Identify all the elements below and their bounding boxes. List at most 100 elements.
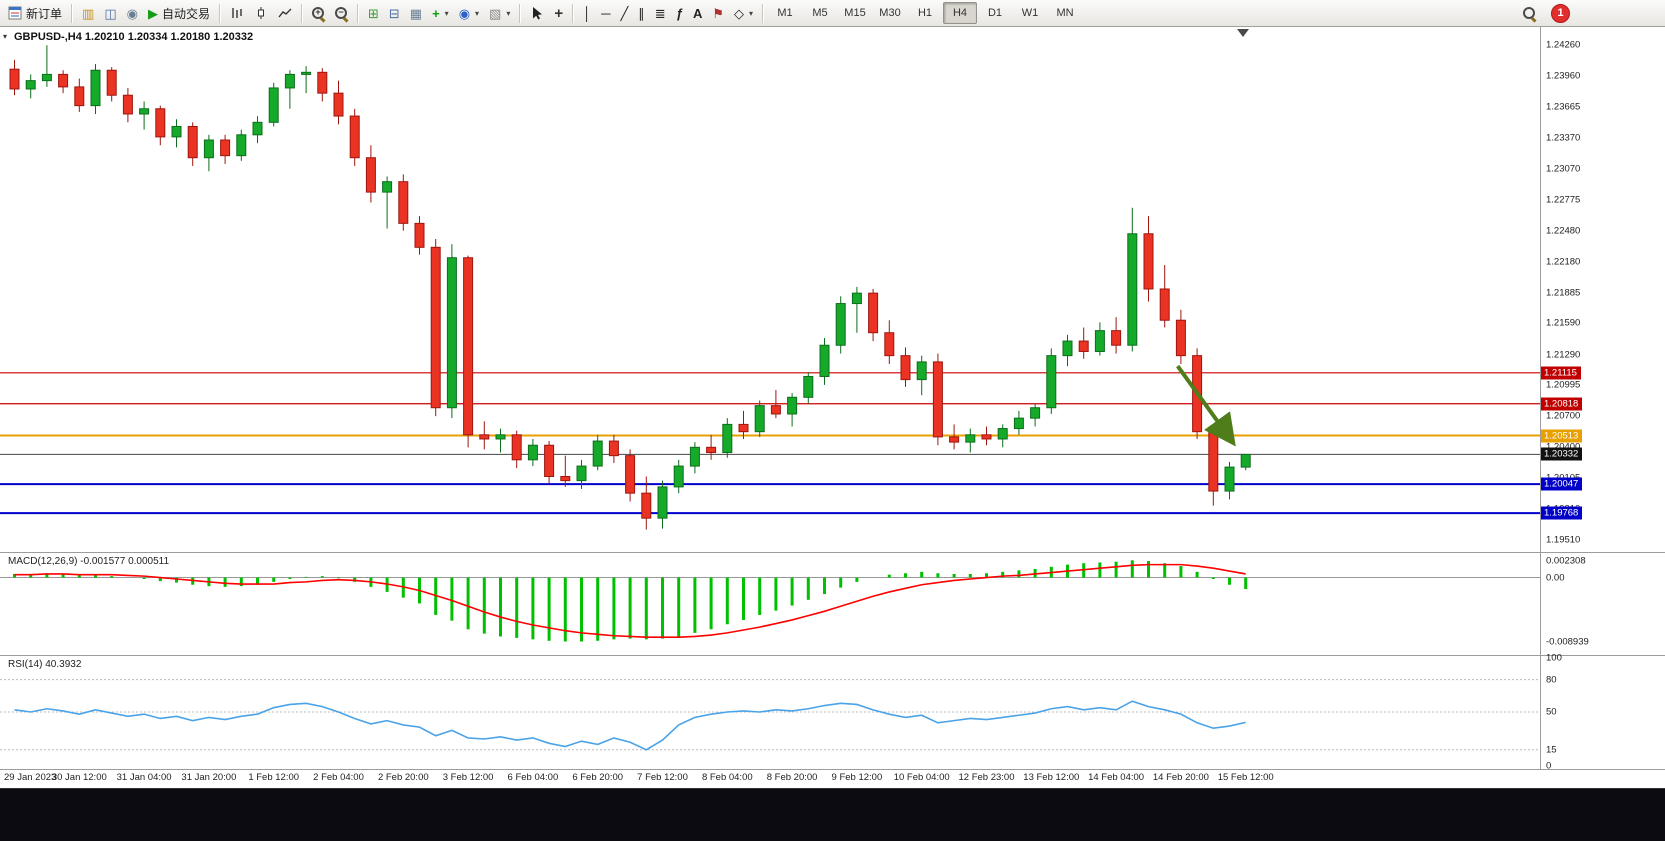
date-axis-label: 6 Feb 20:00: [572, 772, 624, 783]
timeframe-button-M30[interactable]: M30: [879, 7, 901, 19]
label-tool-button[interactable]: ⚑: [707, 1, 729, 25]
fibonacci-tool-button[interactable]: ≣: [650, 1, 671, 25]
templates-icon: ▧: [489, 5, 502, 21]
date-axis-label: 31 Jan 20:00: [181, 772, 237, 783]
vertical-line-tool-button[interactable]: │: [578, 1, 596, 25]
price-axis-label: 1.22480: [1546, 225, 1581, 237]
dropdown-arrow-icon: ▾: [748, 8, 753, 18]
line-chart-mode-button[interactable]: [273, 1, 297, 25]
candle-body: [884, 332, 895, 357]
date-axis-label: 6 Feb 04:00: [507, 772, 559, 783]
timeframe-button-M15[interactable]: M15: [844, 7, 866, 19]
text-tool-button[interactable]: A: [688, 1, 707, 25]
date-axis-label: 8 Feb 20:00: [766, 772, 818, 783]
cascade-windows-icon: ⊟: [388, 5, 400, 21]
timeframe-button-H4[interactable]: H4: [943, 2, 977, 24]
date-axis-label: 14 Feb 20:00: [1152, 772, 1209, 783]
candle-body: [722, 423, 733, 454]
candle-body: [41, 73, 52, 82]
templates-button[interactable]: ▧ ▾: [484, 1, 515, 25]
bottom-dark-strip: [0, 788, 1665, 841]
candle-body: [787, 396, 798, 415]
candle-body: [835, 303, 846, 346]
zoom-out-button[interactable]: −: [330, 1, 353, 25]
price-axis-label: 1.21590: [1546, 317, 1581, 329]
indicators-button[interactable]: ƒ: [671, 1, 688, 25]
market-watch-button[interactable]: ▥: [77, 1, 99, 25]
arrange-windows-icon: ▦: [409, 5, 423, 21]
trend-arrow-annotation[interactable]: [1176, 364, 1236, 447]
rsi-axis-label: 50: [1546, 706, 1557, 718]
candle-body: [1062, 340, 1073, 357]
timeframe-button-D1[interactable]: D1: [987, 7, 1003, 19]
horizontal-line-icon: ─: [601, 5, 611, 21]
candle-body: [90, 69, 101, 107]
candle-body: [74, 86, 85, 107]
date-axis-label: 14 Feb 04:00: [1088, 772, 1145, 783]
candle-body: [673, 465, 684, 488]
new-order-label: 新订单: [26, 6, 63, 21]
navigator-button[interactable]: ◉: [122, 1, 143, 25]
horizontal-line-tool-button[interactable]: ─: [596, 1, 615, 25]
notification-badge[interactable]: 1: [1551, 3, 1570, 23]
date-axis-label: 3 Feb 12:00: [442, 772, 494, 783]
candle-body: [997, 428, 1008, 440]
candle-body: [25, 80, 36, 90]
bar-chart-mode-button[interactable]: [225, 1, 249, 25]
candle-body: [187, 125, 198, 159]
candlestick-mode-button[interactable]: [249, 1, 273, 25]
candle-body: [738, 423, 749, 433]
channel-tool-button[interactable]: ∥: [633, 1, 650, 25]
candle-body: [220, 139, 231, 157]
cascade-windows-button[interactable]: ⊟: [384, 1, 405, 25]
timeframe-button-H1[interactable]: H1: [917, 7, 933, 19]
date-axis-label: 29 Jan 2023: [4, 772, 57, 783]
price-axis-label: 1.22180: [1546, 256, 1581, 268]
trendline-tool-button[interactable]: ╱: [615, 1, 633, 25]
autotrading-play-icon: ▶: [147, 5, 158, 21]
new-chart-button[interactable]: + ▾: [427, 1, 454, 25]
fibonacci-icon: ≣: [654, 5, 666, 21]
candle-body: [1240, 453, 1251, 468]
arrange-windows-button[interactable]: ▦: [405, 1, 427, 25]
date-axis-label: 8 Feb 04:00: [701, 772, 753, 783]
data-window-button[interactable]: ◫: [99, 1, 121, 25]
price-axis-label: 1.20400: [1546, 442, 1580, 453]
candle-body: [706, 446, 717, 454]
cursor-tool-button[interactable]: [525, 1, 549, 25]
search-button[interactable]: [1518, 1, 1541, 25]
timeframe-button-M1[interactable]: M1: [777, 7, 793, 19]
dropdown-arrow-icon: ▾: [475, 8, 480, 18]
price-axis-label: 1.21885: [1546, 287, 1581, 299]
candle-body: [1175, 319, 1186, 357]
chart-shift-marker[interactable]: [1237, 29, 1249, 37]
tile-windows-button[interactable]: ⊞: [363, 1, 384, 25]
timeframe-button-MN[interactable]: MN: [1056, 7, 1074, 19]
candle-body: [560, 475, 571, 482]
timeframe-button-M5[interactable]: M5: [812, 7, 828, 19]
candle-body: [527, 444, 538, 461]
candlestick-series: [9, 45, 1251, 530]
price-axis-label: 1.22775: [1546, 194, 1581, 206]
candle-body: [511, 434, 522, 461]
indicators-fn-icon: ƒ: [675, 5, 683, 21]
crosshair-tool-button[interactable]: +: [549, 1, 568, 25]
candle-body: [139, 108, 150, 115]
candle-body: [544, 444, 555, 477]
toolbar-separator: [71, 3, 74, 23]
candle-body: [851, 292, 862, 305]
macd-axis-label: 0.002308: [1546, 555, 1586, 567]
profiles-button[interactable]: ◉ ▾: [454, 1, 484, 25]
candlestick-icon: [257, 7, 264, 19]
date-axis-label: 15 Feb 12:00: [1217, 772, 1274, 783]
date-axis-label: 1 Feb 12:00: [248, 772, 300, 783]
zoom-in-button[interactable]: +: [307, 1, 330, 25]
new-order-button[interactable]: 新订单: [3, 1, 67, 25]
autotrading-button[interactable]: ▶ 自动交易: [143, 1, 215, 25]
one-click-trading-toggle[interactable]: ▾: [3, 32, 8, 41]
timeframe-button-W1[interactable]: W1: [1021, 7, 1039, 19]
candle-body: [9, 68, 20, 90]
candle-body: [1208, 431, 1219, 492]
shapes-tool-button[interactable]: ◇ ▾: [729, 1, 758, 25]
candle-body: [608, 440, 619, 457]
